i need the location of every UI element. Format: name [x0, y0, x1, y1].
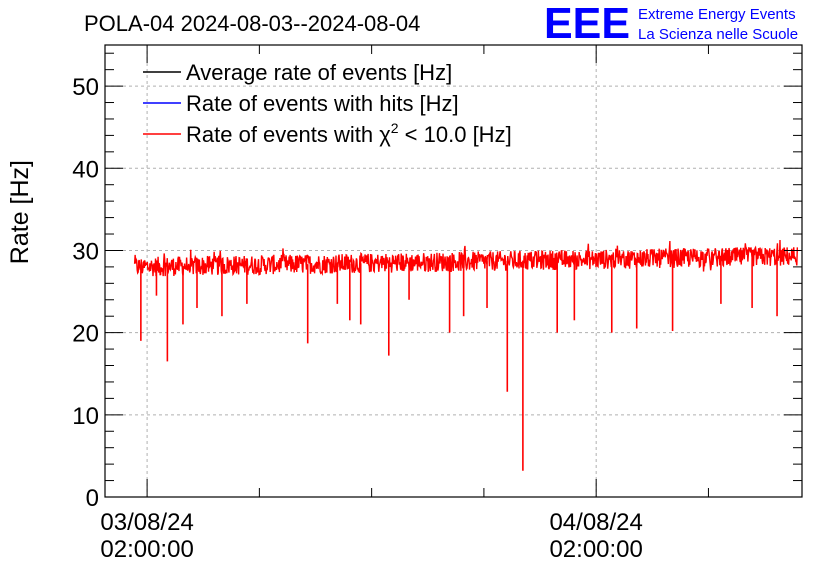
logo-subtitle-2: La Scienza nelle Scuole — [638, 26, 798, 43]
legend-label-chi2-pre: Rate of events with χ — [186, 122, 391, 147]
axes — [104, 44, 803, 498]
x-tick-label-date: 04/08/24 — [549, 509, 642, 536]
legend-label-average: Average rate of events [Hz] — [186, 60, 452, 85]
axis-ticks: 0102030405003/08/2402:00:0004/08/2402:00… — [72, 45, 802, 563]
y-axis-label: Rate [Hz] — [6, 160, 34, 264]
x-tick-label-time: 02:00:00 — [100, 536, 193, 563]
logo-subtitle-1: Extreme Energy Events — [638, 6, 796, 23]
legend-label-chi2-sup: 2 — [391, 120, 399, 136]
x-tick-label-date: 03/08/24 — [100, 509, 193, 536]
legend-label-chi2-post: < 10.0 [Hz] — [399, 122, 512, 147]
eee-logo: EEE — [544, 0, 630, 48]
y-tick-label: 50 — [72, 74, 99, 101]
series-group — [133, 239, 799, 471]
y-tick-label: 0 — [86, 485, 99, 512]
grid-lines — [105, 45, 802, 497]
legend-label-hits: Rate of events with hits [Hz] — [186, 91, 459, 116]
chart-title: POLA-04 2024-08-03--2024-08-04 — [84, 11, 420, 36]
y-tick-label: 20 — [72, 321, 99, 348]
y-tick-label: 30 — [72, 238, 99, 265]
legend-label-chi2: Rate of events with χ2 < 10.0 [Hz] — [186, 120, 512, 147]
x-tick-label-time: 02:00:00 — [549, 536, 642, 563]
plot-frame — [104, 44, 803, 498]
y-tick-label: 40 — [72, 156, 99, 183]
y-tick-label: 10 — [72, 403, 99, 430]
series-chi2-line — [133, 239, 799, 277]
legend: Average rate of events [Hz] Rate of even… — [143, 60, 512, 147]
